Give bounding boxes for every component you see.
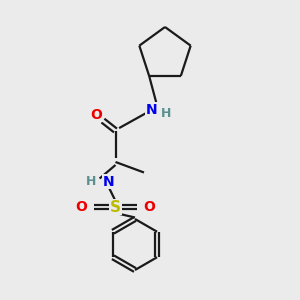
- Text: H: H: [161, 106, 171, 120]
- Text: O: O: [143, 200, 155, 214]
- Text: O: O: [90, 108, 102, 122]
- Text: O: O: [76, 200, 88, 214]
- Text: N: N: [146, 103, 157, 116]
- Text: H: H: [86, 175, 97, 188]
- Text: N: N: [103, 175, 114, 188]
- Text: S: S: [110, 200, 121, 214]
